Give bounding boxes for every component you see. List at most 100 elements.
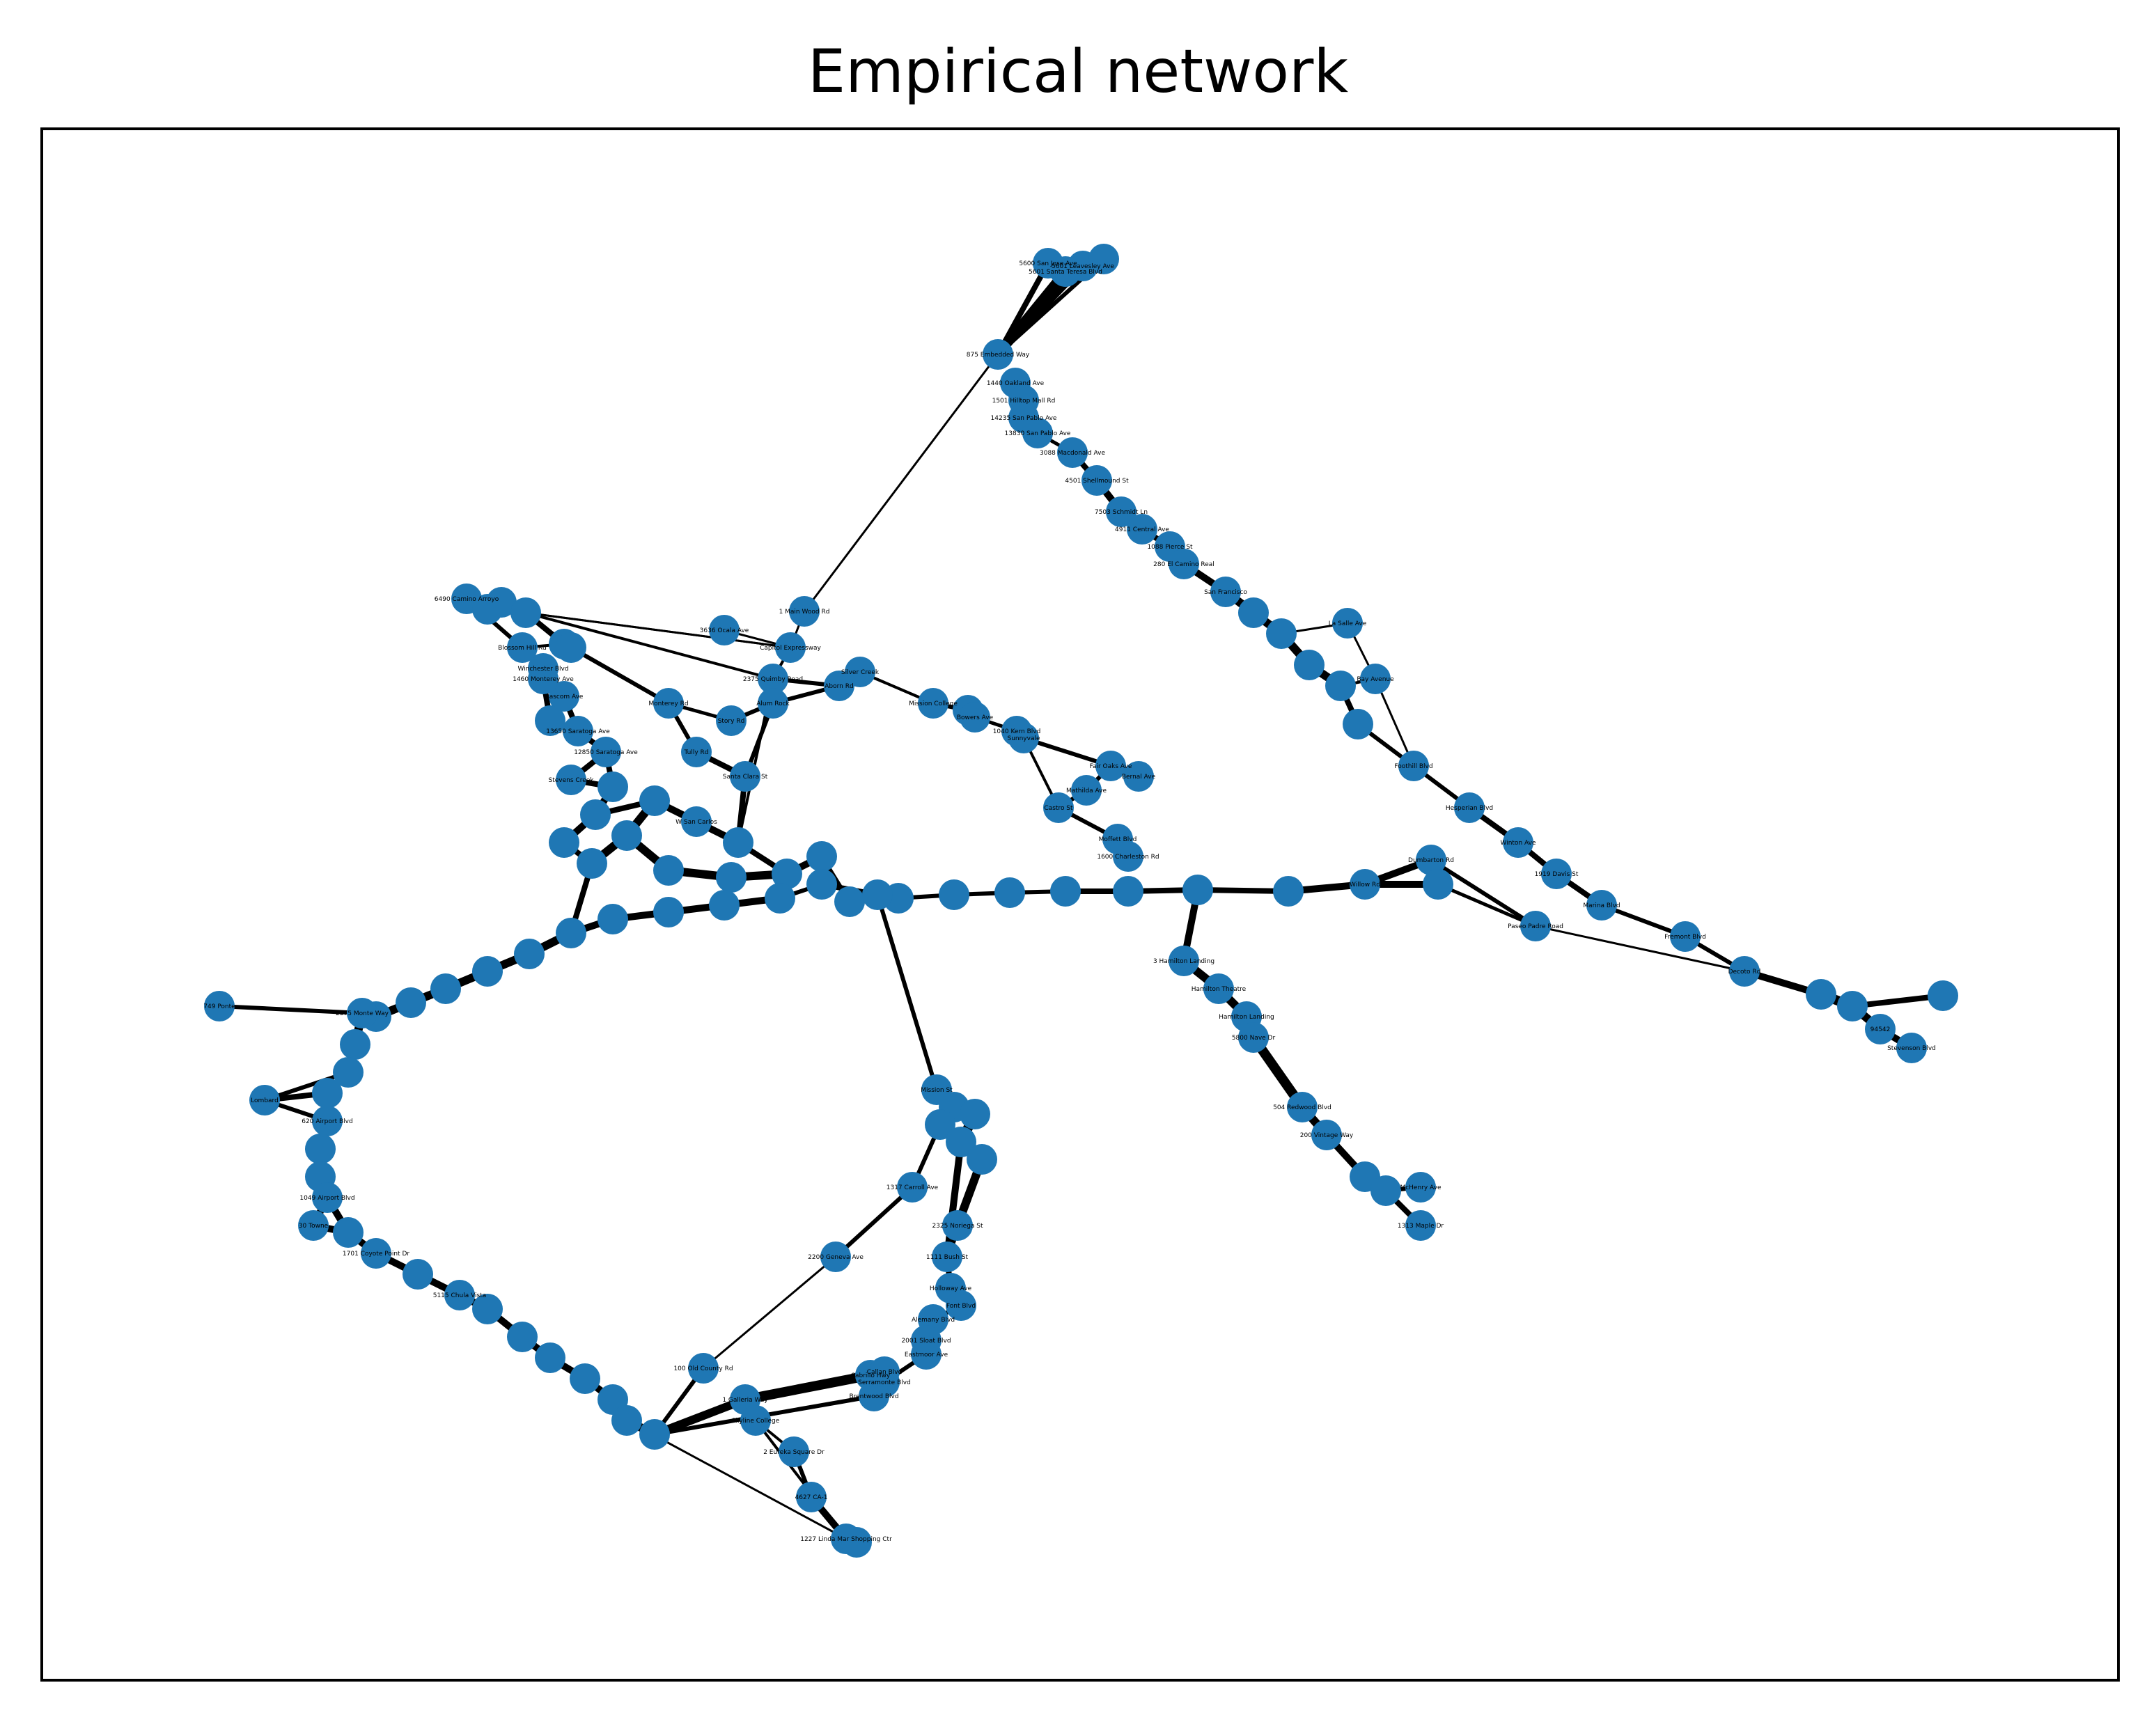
node-label: 3636 Ocala Ave [700, 627, 749, 634]
network-node [1729, 956, 1760, 987]
node-label: 1313 Maple Dr [1398, 1223, 1444, 1230]
network-node [611, 820, 642, 851]
network-node [1896, 1033, 1927, 1063]
network-node [1095, 751, 1126, 781]
node-label: McHenry Ave [1400, 1184, 1442, 1191]
network-node [430, 973, 461, 1004]
network-node [806, 869, 837, 900]
node-label: 280 El Camino Real [1153, 561, 1214, 568]
network-node [1127, 514, 1157, 545]
node-label: Bay Avenue [1357, 676, 1394, 683]
node-label: 200 Vintage Way [1300, 1132, 1354, 1139]
network-node [1311, 1120, 1342, 1150]
network-node [298, 1210, 329, 1241]
network-node [535, 1342, 565, 1373]
network-node [312, 1106, 343, 1136]
network-node [723, 827, 753, 858]
node-label: Fair Oaks Ave [1090, 763, 1132, 770]
node-label: 4501 Shellmound St [1065, 478, 1129, 485]
network-node [580, 799, 611, 830]
network-node [960, 1099, 990, 1129]
node-label: 4627 CA-1 [795, 1494, 828, 1501]
network-node [1370, 1175, 1401, 1206]
node-label: Bowers Ave [957, 714, 994, 721]
network-node [758, 688, 788, 719]
node-label: Paseo Padre Road [1508, 923, 1563, 930]
network-node [403, 1259, 433, 1290]
network-edge [702, 1255, 837, 1370]
network-node [716, 705, 747, 736]
network-node [994, 877, 1025, 908]
network-node [486, 587, 517, 618]
network-node [1001, 716, 1032, 746]
network-node [472, 956, 503, 987]
node-label: Mathilda Ave [1066, 788, 1107, 794]
network-node [1210, 577, 1241, 607]
network-node [577, 848, 607, 879]
network-node [730, 761, 760, 792]
network-node [1266, 618, 1297, 649]
node-label: 12850 Saratoga Ave [574, 749, 638, 756]
node-label: 13650 Saratoga Ave [546, 728, 610, 735]
chart-title: Empirical network [808, 37, 1349, 107]
network-node [960, 702, 990, 733]
node-label: 5600 San Jose Ave [1019, 260, 1077, 267]
network-node [1203, 973, 1234, 1004]
network-edge [834, 1185, 914, 1259]
node-label: 5601 Santa Teresa Blvd [1029, 269, 1102, 276]
network-node [1670, 921, 1701, 952]
network-node [740, 1405, 771, 1436]
network-node [312, 1182, 343, 1213]
network-node [1586, 890, 1617, 921]
node-label: 13830 San Pablo Ave [1005, 430, 1071, 437]
node-label: 1227 Linda Mar Shopping Ctr [800, 1536, 892, 1543]
network-node [361, 1238, 391, 1269]
network-edge [1374, 678, 1415, 767]
node-label: Stevenson Blvd [1887, 1045, 1936, 1052]
node-label: W San Carlos [675, 819, 717, 826]
node-label: Lombard [251, 1097, 279, 1104]
network-node [312, 1078, 343, 1109]
network-node [639, 1419, 670, 1450]
network-node [939, 879, 969, 910]
node-label: Aborn Rd [825, 683, 853, 690]
node-label: San Francisco [1204, 589, 1247, 596]
network-node [1423, 869, 1453, 900]
network-node [556, 765, 586, 795]
network-node [869, 1356, 900, 1387]
node-label: 1501 Hilltop Mall Rd [992, 398, 1056, 405]
node-label: 1317 Carroll Ave [886, 1184, 939, 1191]
network-edge [754, 1419, 847, 1540]
node-label: 3088 Macdonald Ave [1040, 450, 1105, 457]
network-node [681, 737, 712, 767]
network-node [1332, 608, 1363, 639]
node-label: Bernal Ave [1122, 774, 1156, 781]
network-edge [1429, 858, 1538, 928]
network-node [709, 615, 740, 645]
node-label: Alemany Blvd [912, 1317, 955, 1324]
node-label: 1919 Davis St [1535, 871, 1579, 878]
node-label: Serramonte Blvd [858, 1379, 911, 1386]
network-edge [1534, 925, 1746, 973]
network-node [507, 1322, 538, 1352]
network-node [824, 671, 854, 701]
network-node [1043, 792, 1074, 823]
network-node [549, 827, 579, 858]
node-label: 1111 Bush St [926, 1254, 969, 1261]
network-node [305, 1134, 336, 1164]
network-node [1806, 979, 1836, 1010]
node-label: Castro St [1044, 805, 1073, 812]
network-node [1928, 980, 1958, 1011]
node-label: Alum Rock [756, 700, 790, 707]
node-label: Tully Rd [684, 749, 709, 756]
network-node [639, 785, 670, 816]
network-node [563, 716, 593, 746]
node-label: Santa Clara St [723, 774, 768, 781]
axes-frame [40, 127, 2120, 1682]
node-label: Marina Blvd [1583, 902, 1620, 909]
node-label: 4911 Central Ave [1115, 526, 1169, 533]
network-node [942, 1210, 973, 1241]
network-node [681, 806, 712, 837]
network-node [841, 1527, 872, 1558]
network-node [1294, 650, 1325, 680]
